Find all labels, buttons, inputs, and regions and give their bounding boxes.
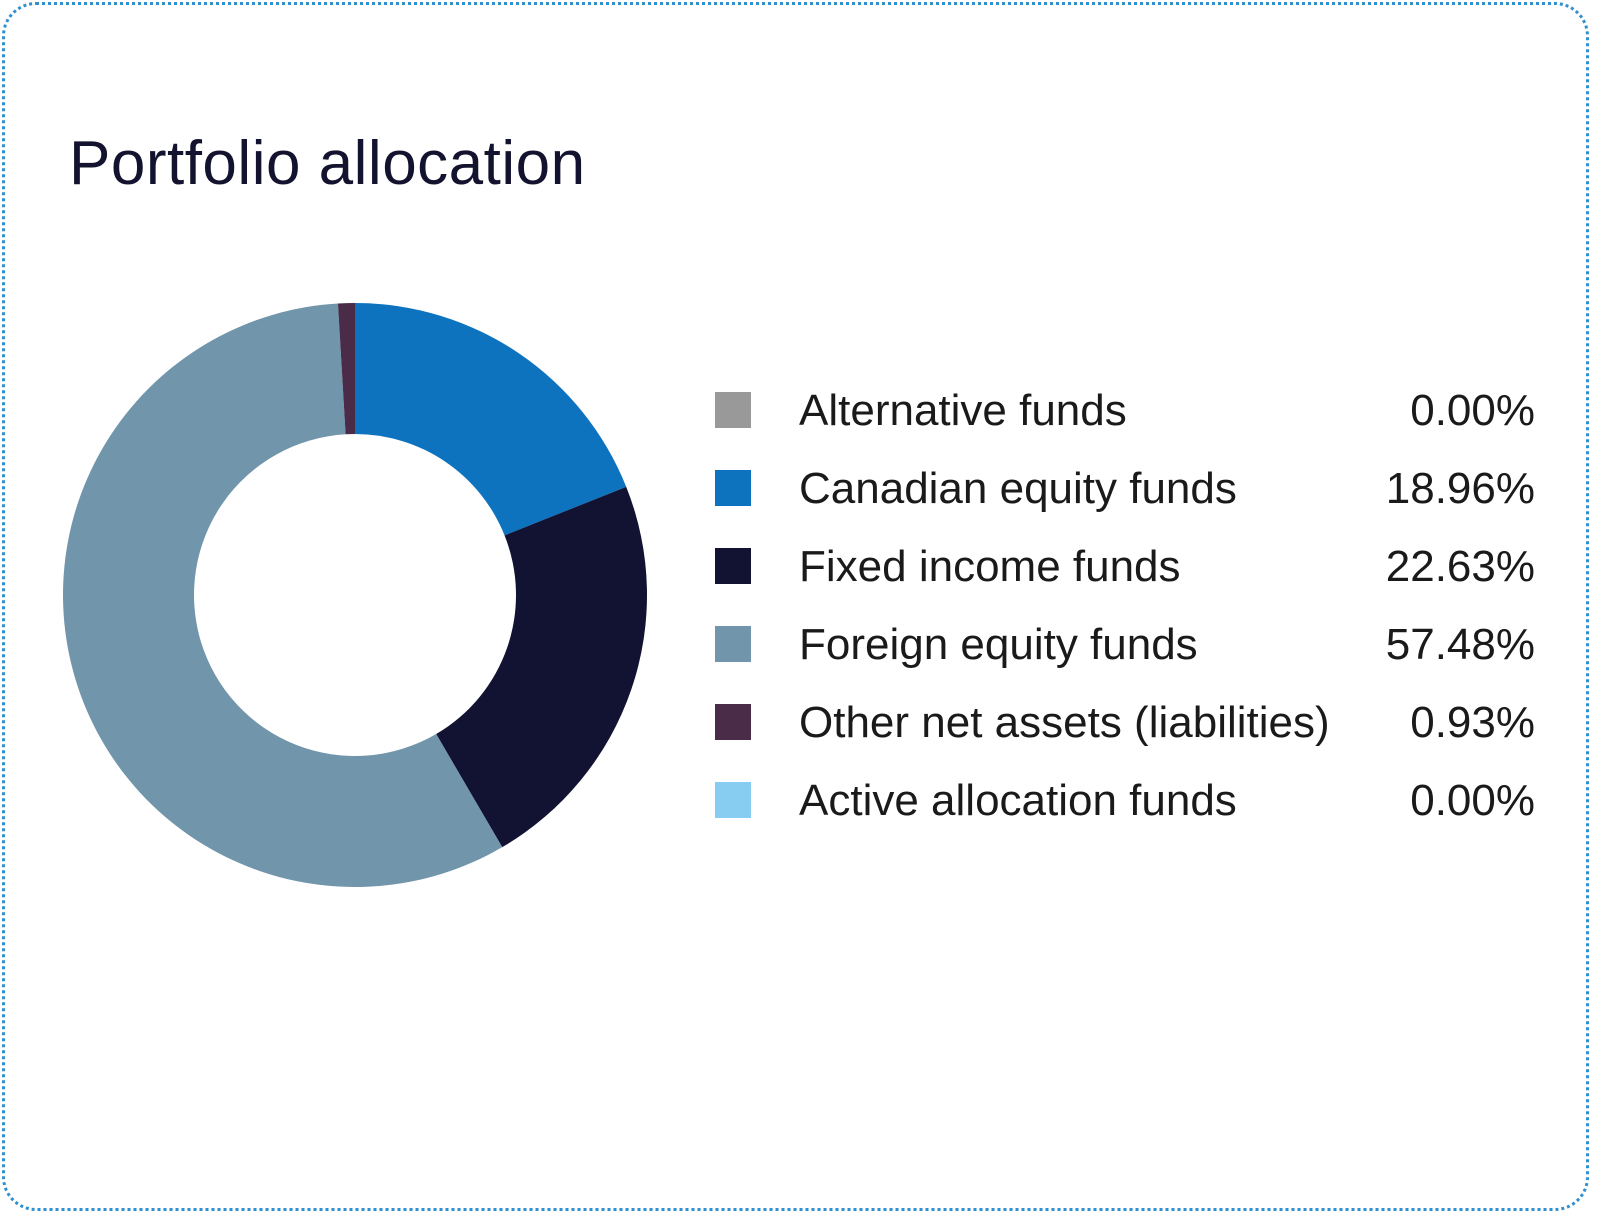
legend-value: 0.00% (1410, 776, 1535, 825)
legend-item: Alternative funds 0.00% (715, 381, 1535, 459)
legend-item: Other net assets (liabilities) 0.93% (715, 693, 1535, 771)
legend-value: 0.93% (1410, 698, 1535, 747)
legend-label: Foreign equity funds (799, 620, 1198, 669)
donut-chart (63, 303, 648, 887)
slice-foreign-equity-funds (63, 303, 503, 887)
slice-other-net-assets-liabilities (337, 303, 355, 435)
legend-item: Foreign equity funds 57.48% (715, 615, 1535, 693)
legend-label: Alternative funds (799, 386, 1127, 435)
legend-swatch (715, 470, 751, 506)
legend-label: Fixed income funds (799, 542, 1181, 591)
legend-label: Other net assets (liabilities) (799, 698, 1330, 747)
legend-swatch (715, 704, 751, 740)
legend-swatch (715, 626, 751, 662)
legend: Alternative funds 0.00% Canadian equity fu… (715, 381, 1535, 849)
legend-label: Active allocation funds (799, 776, 1237, 825)
legend-swatch (715, 782, 751, 818)
legend-item: Fixed income funds 22.63% (715, 537, 1535, 615)
legend-value: 57.48% (1385, 620, 1535, 669)
legend-item: Active allocation funds 0.00% (715, 771, 1535, 849)
legend-item: Canadian equity funds 18.96% (715, 459, 1535, 537)
slice-canadian-equity-funds (355, 303, 627, 536)
legend-label: Canadian equity funds (799, 464, 1237, 513)
legend-swatch (715, 548, 751, 584)
legend-value: 18.96% (1385, 464, 1535, 513)
legend-value: 22.63% (1385, 542, 1535, 591)
slice-fixed-income-funds (436, 486, 648, 848)
chart-title: Portfolio allocation (69, 129, 586, 198)
legend-value: 0.00% (1410, 386, 1535, 435)
legend-swatch (715, 392, 751, 428)
